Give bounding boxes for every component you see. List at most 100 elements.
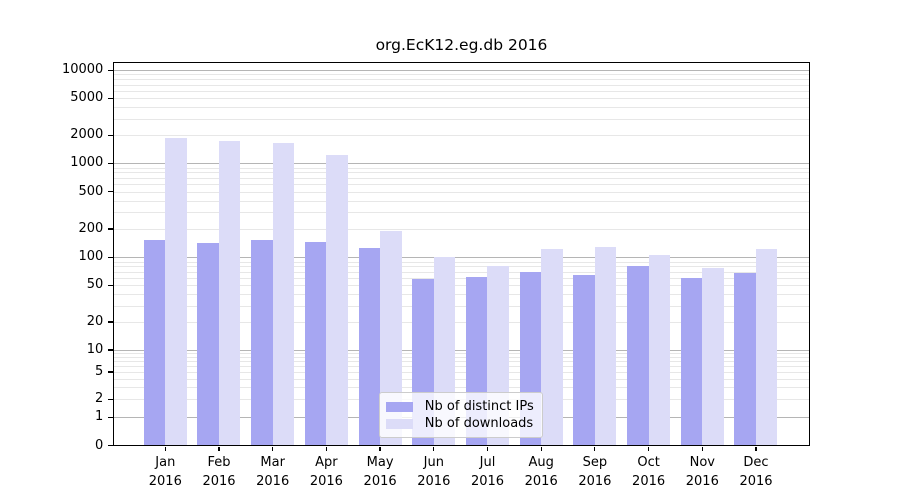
gridline-minor	[113, 229, 810, 230]
bar-distinct-ips-apr	[304, 241, 327, 446]
y-tick	[108, 256, 114, 258]
y-tick	[108, 228, 114, 230]
y-tick-label: 10	[86, 342, 104, 357]
x-axis-line	[113, 444, 810, 446]
gridline-minor	[113, 378, 810, 380]
y-tick	[108, 445, 114, 447]
y-axis-line	[113, 61, 115, 446]
legend-label-downloads: Nb of downloads	[424, 415, 534, 431]
gridline-minor	[113, 294, 810, 296]
legend-swatch-distinct-ips	[385, 401, 413, 412]
gridline-minor	[113, 98, 810, 100]
x-tick-month: Dec	[743, 454, 769, 470]
gridline-minor	[113, 277, 810, 279]
x-tick-label-mar: Mar 2016	[241, 453, 305, 492]
y-tick	[108, 69, 114, 71]
x-tick-year: 2016	[256, 474, 290, 489]
bar-distinct-ips-may	[358, 247, 381, 446]
x-tick-label-sep: Sep 2016	[563, 453, 627, 492]
gridline-minor	[113, 322, 810, 324]
x-tick-month: Nov	[689, 454, 715, 470]
y-tick	[108, 321, 114, 323]
y-tick-label: 500	[78, 183, 104, 199]
bar-distinct-ips-sep	[573, 274, 595, 446]
legend-swatch-downloads	[385, 418, 413, 429]
bar-downloads-sep	[594, 246, 617, 446]
y-tick-label: 2000	[70, 127, 104, 143]
x-tick-year: 2016	[417, 474, 451, 489]
gridline-minor	[113, 191, 810, 193]
y-tick-label: 20	[86, 314, 104, 330]
y-tick-label: 0	[95, 437, 104, 453]
y-tick	[108, 97, 114, 99]
plot-border-top	[113, 61, 810, 63]
gridline-minor	[113, 167, 810, 169]
x-tick-label-apr: Apr 2016	[294, 453, 358, 492]
x-tick	[164, 446, 166, 451]
y-tick-label: 200	[78, 221, 104, 236]
bar-downloads-aug	[541, 248, 563, 446]
x-tick-year: 2016	[363, 474, 397, 489]
legend-item-distinct-ips: Nb of distinct IPs	[385, 398, 536, 414]
gridline-minor	[113, 184, 810, 186]
bar-downloads-dec	[755, 248, 778, 446]
gridline-major	[113, 350, 810, 351]
gridline-major	[113, 163, 810, 165]
x-tick-year: 2016	[470, 474, 505, 489]
y-tick-label: 50	[86, 277, 104, 293]
y-tick	[108, 416, 114, 418]
gridline-minor	[113, 84, 810, 86]
bar-distinct-ips-dec	[734, 272, 756, 446]
x-tick-month: Mar	[260, 454, 285, 470]
y-tick-label: 100	[78, 249, 104, 265]
x-tick-label-jul: Jul 2016	[455, 453, 519, 492]
gridline-minor	[113, 271, 810, 273]
x-tick	[218, 446, 220, 451]
gridline-minor	[113, 372, 810, 373]
y-tick-label: 5000	[70, 90, 104, 106]
x-tick-month: Apr	[315, 454, 338, 470]
bar-downloads-apr	[326, 154, 348, 446]
gridline-minor	[113, 261, 810, 263]
x-tick-month: Jul	[479, 454, 496, 470]
bar-downloads-jan	[165, 137, 187, 446]
x-tick-month: Aug	[528, 454, 554, 470]
x-tick	[540, 446, 542, 451]
y-tick	[108, 349, 114, 351]
gridline-minor	[113, 172, 810, 174]
legend-item-downloads: Nb of downloads	[385, 415, 536, 431]
legend-label-distinct-ips: Nb of distinct IPs	[424, 398, 534, 414]
gridline-minor	[113, 285, 810, 287]
bar-distinct-ips-oct	[627, 265, 649, 446]
x-tick-year: 2016	[632, 474, 666, 489]
gridline-minor	[113, 387, 810, 389]
x-tick-year: 2016	[685, 474, 719, 489]
plot-border-right	[808, 61, 810, 446]
x-tick-year: 2016	[148, 474, 182, 489]
x-tick-label-dec: Dec 2016	[724, 453, 788, 492]
bar-downloads-nov	[702, 267, 724, 446]
x-tick	[433, 446, 435, 451]
chart-title: org.EcK12.eg.db 2016	[375, 36, 548, 54]
bar-distinct-ips-feb	[197, 242, 219, 446]
x-tick-label-feb: Feb 2016	[187, 453, 251, 492]
gridline-minor	[113, 366, 810, 368]
y-tick	[108, 371, 114, 373]
gridline-minor	[113, 177, 810, 179]
x-tick-year: 2016	[578, 474, 612, 489]
gridline-minor	[113, 118, 810, 120]
gridline-minor	[113, 266, 810, 268]
x-tick-month: Sep	[582, 454, 608, 470]
gridline-minor	[113, 107, 810, 109]
x-tick	[379, 446, 381, 451]
gridline-minor	[113, 74, 810, 76]
x-tick-year: 2016	[202, 474, 236, 489]
x-tick	[594, 446, 596, 451]
gridline-minor	[113, 357, 810, 359]
y-tick	[108, 162, 114, 164]
y-tick-label: 1	[95, 409, 104, 425]
y-tick-label: 10000	[61, 62, 104, 78]
bar-downloads-feb	[218, 140, 241, 446]
x-tick-label-jan: Jan 2016	[133, 453, 197, 492]
